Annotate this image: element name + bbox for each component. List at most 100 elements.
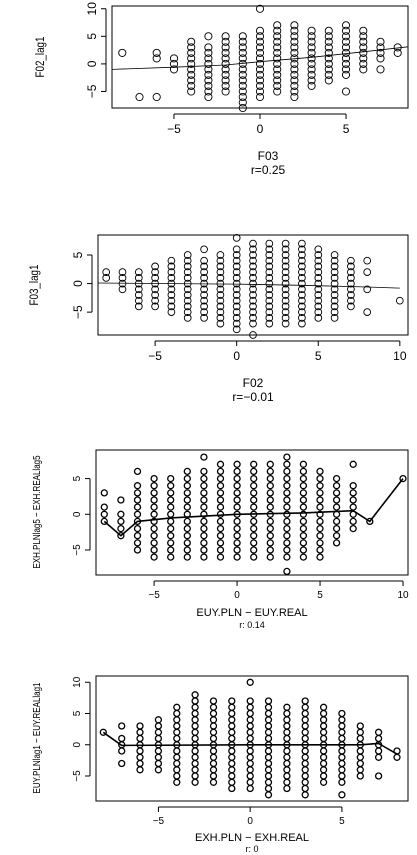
data-point <box>330 279 339 288</box>
data-point <box>359 59 368 68</box>
data-point <box>200 256 208 265</box>
data-point <box>307 26 316 35</box>
data-point <box>221 54 230 63</box>
x-axis: −5 0 5 10 <box>148 580 409 601</box>
data-point <box>154 747 163 755</box>
data-point <box>281 268 290 276</box>
data-point <box>173 734 181 743</box>
data-point <box>301 753 309 761</box>
data-point <box>183 489 191 497</box>
data-point <box>100 489 108 497</box>
data-point <box>173 716 181 724</box>
data-point <box>290 21 299 30</box>
data-point <box>265 268 274 276</box>
data-point <box>290 81 299 90</box>
data-point <box>359 32 368 41</box>
data-point <box>204 81 213 90</box>
data-point <box>200 517 208 526</box>
data-point <box>238 70 247 79</box>
data-point <box>255 4 265 13</box>
data-point <box>324 26 333 35</box>
data-point <box>238 76 247 85</box>
data-point <box>232 285 241 294</box>
data-point <box>299 489 308 497</box>
data-point <box>265 256 274 265</box>
data-point <box>246 766 254 774</box>
x-axis-label: EXH.PLN − EXH.REAL <box>195 832 309 844</box>
data-point <box>281 262 290 271</box>
data-point <box>319 766 328 774</box>
data-point <box>250 539 258 547</box>
data-point <box>150 510 158 518</box>
data-point <box>228 759 236 768</box>
data-point <box>283 517 291 526</box>
data-point <box>150 503 158 511</box>
data-point <box>341 87 351 96</box>
data-point <box>200 291 208 299</box>
data-point <box>250 553 258 561</box>
data-point <box>150 546 158 554</box>
data-point <box>273 70 282 79</box>
data-point <box>183 285 192 294</box>
data-point <box>338 734 346 743</box>
data-point <box>273 87 282 96</box>
data-point <box>298 291 306 299</box>
data-point <box>316 503 324 511</box>
y-tick-label: 5 <box>72 475 83 481</box>
data-point <box>134 268 143 276</box>
data-point <box>265 251 274 259</box>
data-point <box>216 291 225 299</box>
data-point <box>316 532 324 540</box>
data-point <box>264 778 273 786</box>
data-point <box>283 734 291 743</box>
data-point <box>228 753 236 761</box>
data-point <box>154 753 163 761</box>
data-point <box>216 474 225 483</box>
data-point <box>173 766 181 774</box>
data-point <box>266 532 274 540</box>
data-point <box>319 778 328 786</box>
data-point <box>265 239 274 248</box>
y-axis-label: F02_lag1 <box>34 36 47 77</box>
data-point <box>341 59 351 68</box>
data-point <box>314 314 323 322</box>
data-point <box>338 759 346 768</box>
data-point <box>133 503 142 511</box>
data-point <box>266 503 274 511</box>
data-point <box>183 314 192 322</box>
data-point <box>314 251 323 259</box>
data-point <box>183 532 191 540</box>
data-point <box>273 26 282 35</box>
data-point <box>228 716 236 724</box>
data-point <box>332 496 341 504</box>
data-point <box>249 308 257 316</box>
data-point <box>133 524 142 533</box>
data-point <box>183 503 191 511</box>
data-point <box>191 747 199 755</box>
data-point <box>117 532 125 540</box>
data-point <box>191 772 199 780</box>
data-point <box>134 302 143 311</box>
data-point <box>319 772 328 780</box>
data-point <box>283 778 291 786</box>
y-tick-label: 0 <box>85 60 99 67</box>
data-point <box>255 32 265 41</box>
data-point <box>173 753 181 761</box>
data-point <box>173 778 181 786</box>
data-point <box>204 54 213 63</box>
data-point <box>209 766 218 774</box>
fit-line <box>97 282 400 289</box>
data-point <box>316 539 324 547</box>
subtitle-r: r=−0.01 <box>232 390 274 404</box>
data-point <box>233 546 241 554</box>
data-point <box>167 296 176 305</box>
data-point <box>299 460 308 468</box>
data-point <box>299 496 308 504</box>
fit-line <box>111 46 409 70</box>
data-point <box>173 747 181 755</box>
data-point <box>283 467 291 476</box>
x-axis: −5 0 5 10 <box>148 340 407 363</box>
data-point <box>187 65 196 74</box>
data-point <box>324 48 333 57</box>
data-point <box>359 65 368 74</box>
